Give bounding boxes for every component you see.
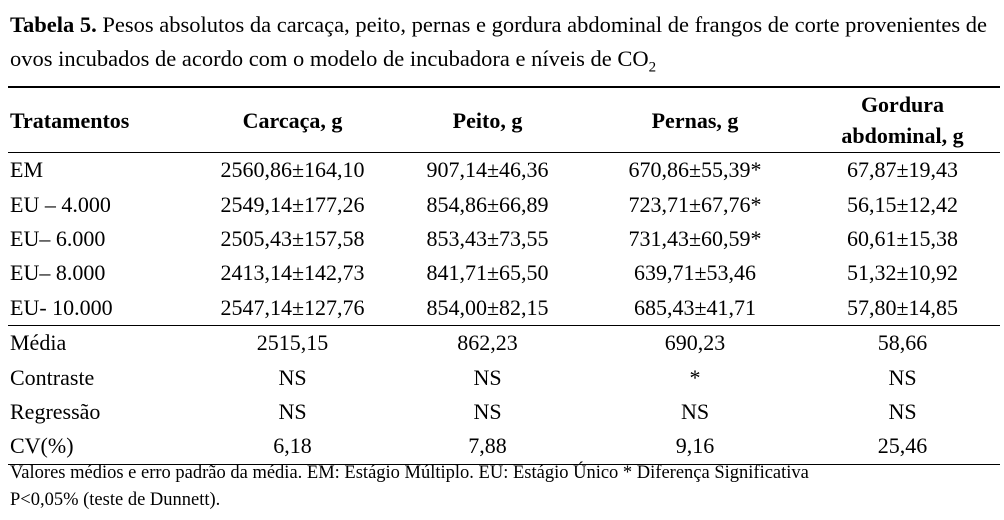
cell: 670,86±55,39*: [628, 157, 762, 183]
cell: 854,86±66,89: [426, 191, 549, 217]
cell: 639,71±53,46: [633, 260, 757, 286]
cell: 2505,43±157,58: [220, 225, 365, 251]
cell: 51,32±10,92: [846, 260, 959, 286]
cell: NS: [473, 364, 502, 390]
cell: 60,61±15,38: [846, 225, 959, 251]
header-cell: Tratamentos: [8, 86, 195, 153]
cell: 6,18: [195, 429, 390, 465]
header-cell: Pernas, g: [585, 86, 805, 153]
data-row: EU – 4.000 2549,14±177,26 854,86±66,89 723,…: [8, 187, 1000, 221]
cell: 2515,15: [256, 330, 329, 356]
cell: NS: [278, 398, 307, 424]
cell: 58,66: [877, 330, 928, 356]
cell: 723,71±67,76*: [628, 191, 762, 217]
cell: NS: [473, 398, 502, 424]
row-label: EM: [10, 157, 43, 183]
summary-row: CV(%) 6,18 7,88 9,16 25,46: [8, 429, 1000, 465]
caption: Tabela 5. Pesos absolutos da carcaça, pe…: [10, 8, 1000, 85]
caption-label: Tabela 5.: [10, 12, 97, 37]
header-cell: Carcaça, g: [195, 86, 390, 153]
summary-row: Média 2515,15 862,23 690,23 58,66: [8, 325, 1000, 360]
summary-row: Regressão NS NS NS NS: [8, 395, 1000, 429]
cell: 2549,14±177,26: [220, 191, 365, 217]
summary-row: Contraste NS NS * NS: [8, 360, 1000, 394]
caption-subscript: 2: [648, 59, 657, 76]
cell: 2547,14±127,76: [195, 290, 390, 326]
cell: NS: [888, 398, 917, 424]
data-row: EU– 6.000 2505,43±157,58 853,43±73,55 731,4…: [8, 222, 1000, 256]
cell: 853,43±73,55: [426, 225, 549, 251]
footnote: Valores médios e erro padrão da média. E…: [10, 463, 809, 510]
row-label: EU- 10.000: [8, 290, 195, 326]
cell: NS: [278, 364, 307, 390]
results-table: Tratamentos Carcaça, g Peito, g Pernas, g Go…: [8, 86, 1000, 465]
header-cell: Gordura abdominal, g: [805, 86, 1000, 153]
cell: 2560,86±164,10: [220, 157, 365, 183]
cell: 907,14±46,36: [426, 157, 549, 183]
cell: 854,00±82,15: [390, 290, 585, 326]
cell: 685,43±41,71: [585, 290, 805, 326]
cell: *: [689, 364, 701, 390]
cell: NS: [680, 398, 710, 424]
row-label: Média: [10, 330, 67, 356]
header-row: Tratamentos Carcaça, g Peito, g Pernas, g Go…: [8, 86, 1000, 153]
cell: 841,71±65,50: [426, 260, 549, 286]
header-cell: Peito, g: [390, 86, 585, 153]
cell: 56,15±12,42: [846, 191, 959, 217]
data-row: EU– 8.000 2413,14±142,73 841,71±65,50 639,7…: [8, 256, 1000, 290]
cell: 2413,14±142,73: [220, 260, 365, 286]
cell: 690,23: [664, 330, 726, 356]
row-label: EU – 4.000: [10, 191, 111, 217]
cell: 7,88: [390, 429, 585, 465]
row-label: CV(%): [8, 429, 195, 465]
cell: 57,80±14,85: [805, 290, 1000, 326]
row-label: Contraste: [10, 364, 95, 390]
row-label: EU– 6.000: [10, 225, 106, 251]
cell: 67,87±19,43: [846, 157, 959, 183]
cell: 731,43±60,59*: [628, 225, 762, 251]
row-label: EU– 8.000: [10, 260, 106, 286]
cell: 25,46: [805, 429, 1000, 465]
data-row: EM 2560,86±164,10 907,14±46,36 670,86±55,39…: [8, 153, 1000, 188]
cell: 9,16: [585, 429, 805, 465]
cell: NS: [888, 364, 917, 390]
caption-text: Pesos absolutos da carcaça, peito, perna…: [10, 12, 988, 71]
data-row: EU- 10.000 2547,14±127,76 854,00±82,15 685,…: [8, 290, 1000, 326]
row-label: Regressão: [10, 398, 101, 424]
cell: 862,23: [457, 330, 518, 356]
